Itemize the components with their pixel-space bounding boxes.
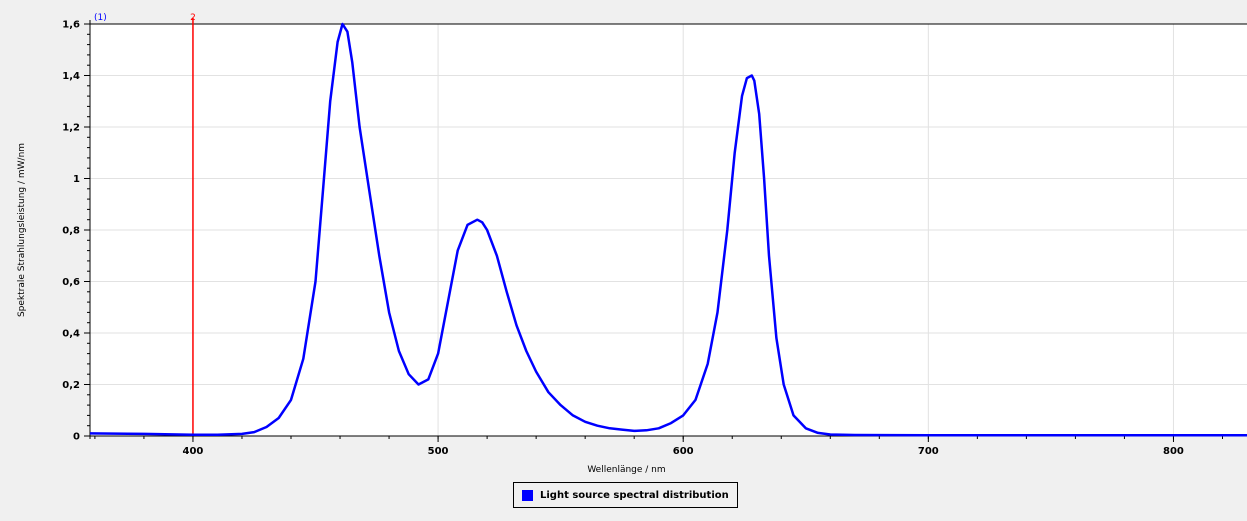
- y-tick-label: 1: [73, 174, 80, 185]
- y-tick-label: 1,6: [62, 20, 80, 31]
- x-tick-label: 400: [183, 446, 204, 457]
- x-axis-label: Wellenlänge / nm: [587, 465, 665, 475]
- legend-label: Light source spectral distribution: [540, 489, 729, 501]
- y-tick-label: 0,4: [62, 329, 80, 340]
- legend: Light source spectral distribution: [513, 482, 738, 508]
- x-tick-label: 800: [1163, 446, 1184, 457]
- y-tick-label: 0,8: [62, 226, 80, 237]
- cursor-label: 2: [190, 13, 196, 23]
- legend-swatch-icon: [522, 489, 533, 501]
- x-tick-label: 700: [918, 446, 939, 457]
- x-tick-label: 500: [428, 446, 449, 457]
- y-tick-label: 0: [73, 432, 80, 443]
- series-line: [89, 22, 1247, 437]
- y-axis-label: Spektrale Strahlungsleistung / mW/nm: [17, 143, 27, 317]
- x-tick-label: 600: [673, 446, 694, 457]
- y-tick-label: 1,4: [62, 71, 80, 82]
- y-tick-label: 0,6: [62, 277, 80, 288]
- y-tick-label: 1,2: [62, 123, 80, 134]
- y-tick-label: 0,2: [62, 380, 80, 391]
- cursor-label: (1): [94, 13, 107, 23]
